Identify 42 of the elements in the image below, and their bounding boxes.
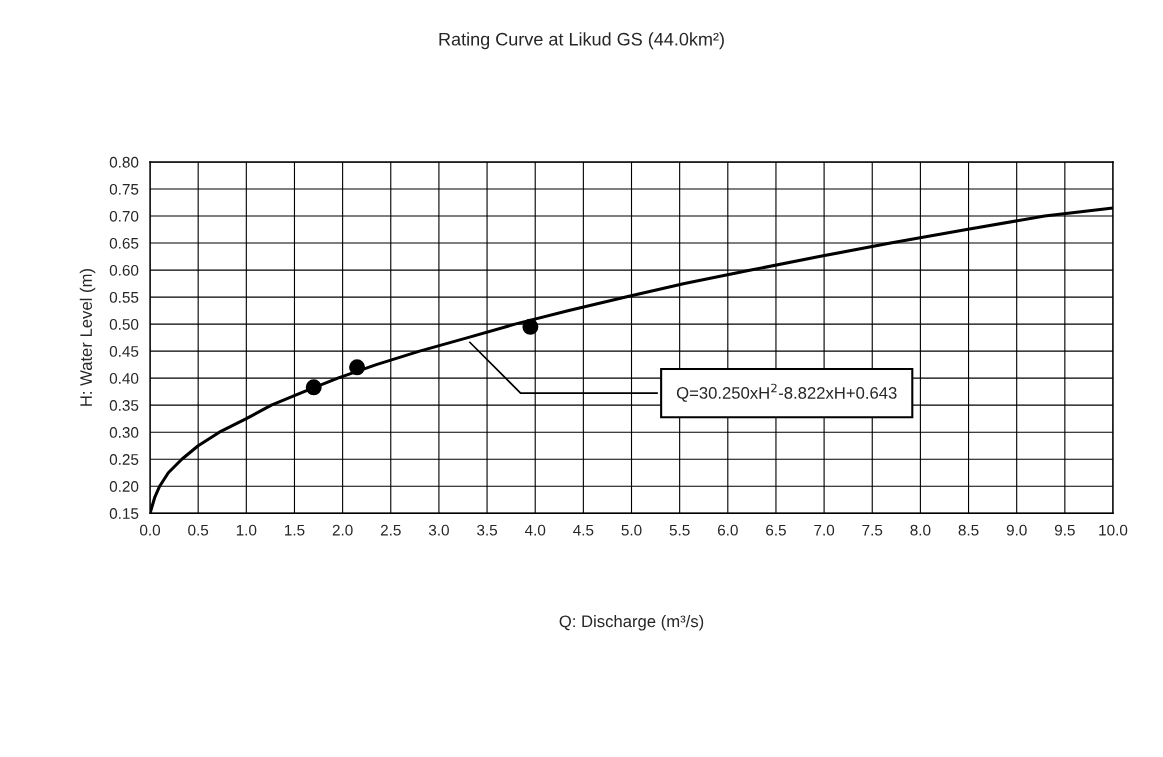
- point: [349, 359, 366, 376]
- x-tick-label: 9.5: [1054, 524, 1075, 536]
- y-tick-label: 0.70: [109, 210, 139, 222]
- x-tick-label: 6.0: [717, 524, 738, 536]
- y-tick-label: 0.55: [109, 291, 139, 303]
- x-tick-label: 0.5: [188, 524, 209, 536]
- y-axis-title: H: Water Level (m): [79, 269, 96, 406]
- y-tick-label: 0.35: [109, 400, 139, 411]
- point: [305, 379, 322, 396]
- x-tick-label: 1.0: [236, 524, 257, 536]
- x-tick-label: 3.0: [428, 524, 449, 536]
- y-tick-label: 0.45: [109, 346, 139, 357]
- x-tick-label: 7.0: [814, 524, 835, 536]
- x-tick-label: 9.0: [1006, 524, 1027, 536]
- x-tick-label: 0.0: [140, 524, 161, 536]
- chart-title: Rating Curve at Likud GS (44.0km²): [439, 32, 724, 50]
- x-tick-label: 1.5: [285, 524, 305, 536]
- y-tick-label: 0.80: [109, 156, 139, 168]
- x-axis-title: Q: Discharge (m³/s): [559, 614, 704, 631]
- y-tick-label: 0.30: [109, 427, 139, 438]
- x-tick-label: 5.0: [621, 524, 642, 536]
- y-tick-label: 0.25: [109, 454, 139, 465]
- y-tick-label: 0.60: [109, 264, 139, 276]
- x-tick-label: 8.5: [958, 524, 979, 536]
- annotation: Q=30.250xH$^{2}$-8.822xH+0.643: [676, 383, 897, 402]
- x-tick-label: 2.0: [332, 524, 353, 536]
- x-tick-label: 4.0: [524, 524, 546, 536]
- x-tick-label: 7.5: [862, 524, 883, 536]
- x-tick-label: 10.0: [1099, 524, 1128, 536]
- y-tick-label: 0.40: [109, 373, 139, 384]
- x-tick-label: 4.5: [573, 524, 594, 536]
- y-tick-label: 0.50: [109, 318, 139, 330]
- x-tick-label: 5.5: [669, 524, 690, 536]
- y-tick-label: 0.20: [109, 481, 139, 492]
- x-tick-label: 2.5: [380, 524, 401, 536]
- y-tick-label: 0.75: [109, 183, 139, 195]
- point: [522, 318, 539, 335]
- y-tick-label: 0.15: [109, 508, 139, 519]
- y-tick-label: 0.65: [109, 237, 139, 249]
- x-tick-label: 8.0: [910, 524, 931, 536]
- x-tick-label: 3.5: [477, 524, 498, 536]
- x-tick-label: 6.5: [766, 524, 786, 536]
